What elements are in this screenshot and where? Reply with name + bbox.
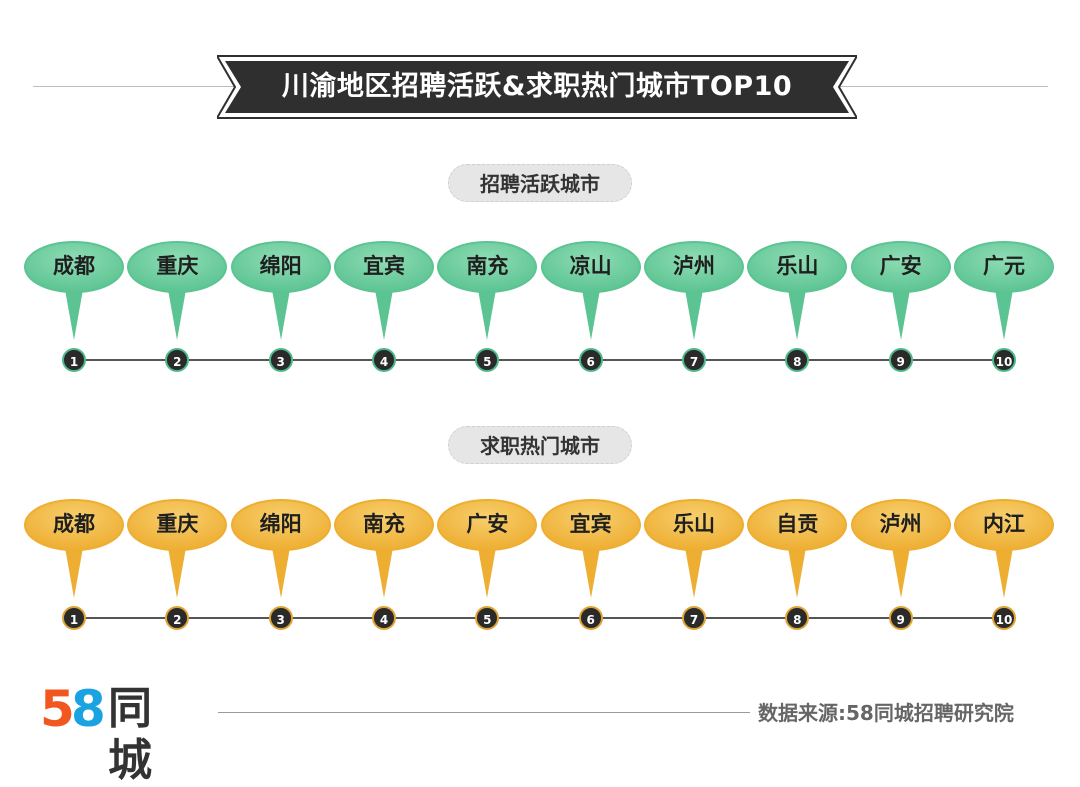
rank-badge: 2: [165, 606, 190, 630]
map-pin-icon: [334, 499, 434, 598]
logo-digit-eight: 8: [71, 680, 106, 738]
city-marker-6: 凉山: [540, 240, 646, 380]
section-label-recruiting: 招聘活跃城市: [448, 164, 632, 202]
map-pin-icon: [334, 241, 434, 340]
map-pin-icon: [437, 241, 538, 340]
city-marker-1: 成都: [23, 240, 129, 380]
rank-badge: 8: [785, 606, 810, 630]
recruiting-cities-row: 成都 1 重庆 2 绵阳 3 宜宾 4 南充 5 凉山 6 泸州 7 乐山 8 广安 9 广元 10: [0, 240, 1080, 380]
map-pin-icon: [24, 499, 124, 598]
map-pin-icon: [644, 241, 744, 340]
city-marker-6: 宜宾: [540, 498, 646, 638]
map-pin-icon: [230, 499, 331, 598]
map-pin-icon: [540, 241, 641, 340]
rank-badge: 10: [992, 606, 1016, 630]
rank-badge: 6: [578, 348, 603, 372]
map-pin-icon: [540, 499, 641, 598]
city-name: 成都: [53, 512, 95, 536]
city-marker-2: 重庆: [126, 498, 232, 638]
city-marker-3: 绵阳: [230, 240, 336, 380]
rank-badge: 1: [62, 348, 86, 372]
rank-badge: 5: [475, 348, 500, 372]
city-marker-5: 南充: [436, 240, 542, 380]
map-pin-icon: [850, 241, 951, 340]
city-name: 宜宾: [363, 254, 405, 278]
rank-badge: 4: [372, 606, 396, 630]
map-pin-icon: [747, 499, 848, 598]
map-pin-icon: [437, 499, 538, 598]
map-pin-icon: [230, 241, 331, 340]
footer-rule: [218, 712, 750, 713]
city-marker-9: 泸州: [850, 498, 956, 638]
city-name: 泸州: [673, 254, 715, 278]
rank-badge: 10: [992, 348, 1016, 372]
rank-badge: 7: [682, 348, 706, 372]
rank-badge: 1: [62, 606, 86, 630]
rank-badge: 3: [268, 606, 293, 630]
jobseeking-cities-row: 成都 1 重庆 2 绵阳 3 南充 4 广安 5 宜宾 6 乐山 7 自贡 8 泸州 9 内江 10: [0, 498, 1080, 638]
logo-digit-five: 5: [40, 680, 75, 738]
rank-badge: 6: [578, 606, 603, 630]
city-name: 自贡: [776, 512, 819, 536]
city-marker-8: 乐山: [746, 240, 852, 380]
city-marker-7: 乐山: [643, 498, 749, 638]
city-name: 绵阳: [259, 512, 302, 536]
city-name: 乐山: [776, 254, 819, 278]
page-title: 川渝地区招聘活跃&求职热门城市TOP10: [281, 71, 793, 102]
city-name: 泸州: [879, 512, 922, 536]
city-marker-9: 广安: [850, 240, 956, 380]
city-marker-10: 广元: [953, 240, 1059, 380]
map-pin-icon: [644, 499, 744, 598]
title-banner: 川渝地区招聘活跃&求职热门城市TOP10: [217, 54, 857, 120]
city-marker-3: 绵阳: [230, 498, 336, 638]
city-marker-2: 重庆: [126, 240, 232, 380]
city-name: 广安: [466, 512, 509, 536]
map-pin-icon: [954, 499, 1054, 598]
city-marker-4: 南充: [333, 498, 439, 638]
logo-name: 同城: [108, 683, 154, 786]
rank-badge: 9: [888, 348, 913, 372]
rank-badge: 9: [888, 606, 913, 630]
map-pin-icon: [850, 499, 951, 598]
rank-badge: 5: [475, 606, 500, 630]
city-marker-5: 广安: [436, 498, 542, 638]
rank-axis: [72, 617, 1004, 619]
map-pin-icon: [127, 241, 228, 340]
map-pin-icon: [127, 499, 228, 598]
city-name: 广元: [983, 254, 1025, 278]
rank-badge: 2: [165, 348, 190, 372]
rank-badge: 4: [372, 348, 396, 372]
city-name: 凉山: [569, 254, 612, 278]
map-pin-icon: [747, 241, 848, 340]
city-name: 南充: [363, 512, 405, 536]
city-name: 重庆: [156, 512, 199, 536]
rank-badge: 3: [268, 348, 293, 372]
rank-axis: [72, 359, 1004, 361]
city-name: 广安: [879, 254, 922, 278]
map-pin-icon: [954, 241, 1054, 340]
city-marker-1: 成都: [23, 498, 129, 638]
city-name: 重庆: [156, 254, 199, 278]
section-label-jobseeking: 求职热门城市: [448, 426, 632, 464]
data-source: 数据来源:58同城招聘研究院: [758, 701, 1014, 725]
city-name: 成都: [53, 254, 95, 278]
rank-badge: 7: [682, 606, 706, 630]
map-pin-icon: [24, 241, 124, 340]
city-name: 乐山: [673, 512, 715, 536]
city-marker-7: 泸州: [643, 240, 749, 380]
city-marker-8: 自贡: [746, 498, 852, 638]
city-name: 宜宾: [569, 512, 612, 536]
city-marker-4: 宜宾: [333, 240, 439, 380]
city-marker-10: 内江: [953, 498, 1059, 638]
city-name: 南充: [466, 254, 509, 278]
rank-badge: 8: [785, 348, 810, 372]
city-name: 绵阳: [259, 254, 302, 278]
city-name: 内江: [983, 512, 1025, 536]
